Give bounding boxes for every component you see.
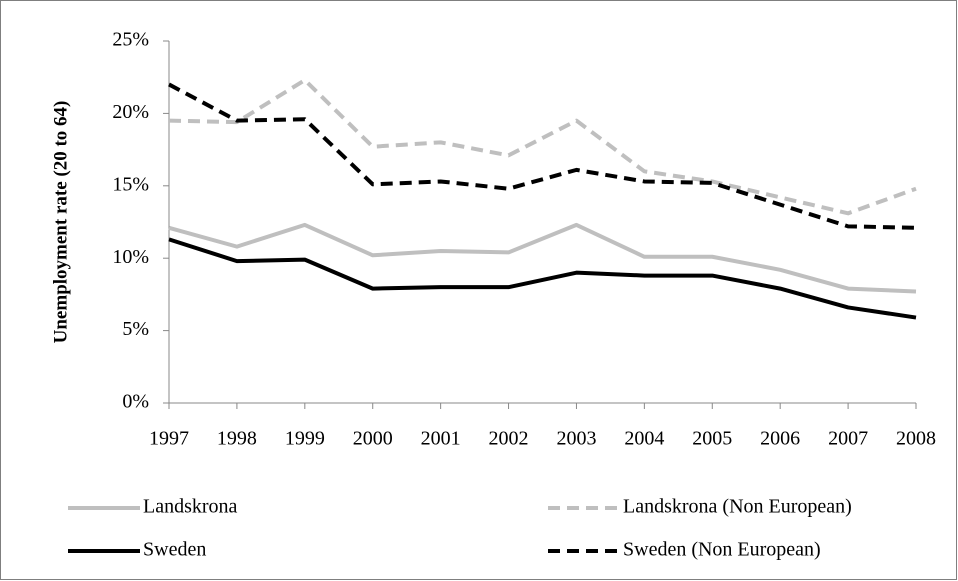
x-tick-label: 2008 — [896, 428, 936, 450]
y-axis-label: Unemployment rate (20 to 64) — [50, 101, 71, 344]
y-tick-label: 0% — [122, 391, 149, 413]
x-tick-label: 1997 — [149, 428, 189, 450]
legend-label: Landskrona (Non European) — [623, 496, 852, 518]
legend-label: Landskrona — [143, 496, 238, 518]
legend-label: Sweden — [143, 539, 206, 561]
series-line — [168, 78, 917, 216]
x-tick-label: 2007 — [828, 428, 868, 450]
x-tick-label: 1998 — [217, 428, 257, 450]
x-tick-label: 2005 — [692, 428, 732, 450]
x-tick-label: 2002 — [489, 428, 529, 450]
legend-label: Sweden (Non European) — [623, 539, 821, 561]
series-line — [168, 237, 917, 320]
x-tick-label: 2001 — [421, 428, 461, 450]
y-tick-label: 20% — [112, 101, 149, 123]
x-tick-label: 2006 — [760, 428, 800, 450]
series-line — [168, 82, 917, 230]
y-tick-label: 5% — [122, 318, 149, 340]
series-line — [168, 222, 917, 294]
x-tick-label: 2000 — [353, 428, 393, 450]
x-tick-label: 2004 — [624, 428, 664, 450]
x-tick-label: 2003 — [556, 428, 596, 450]
x-tick-label: 1999 — [285, 428, 325, 450]
y-tick-label: 10% — [112, 246, 149, 268]
y-tick-label: 25% — [112, 29, 149, 51]
y-tick-label: 15% — [112, 173, 149, 195]
